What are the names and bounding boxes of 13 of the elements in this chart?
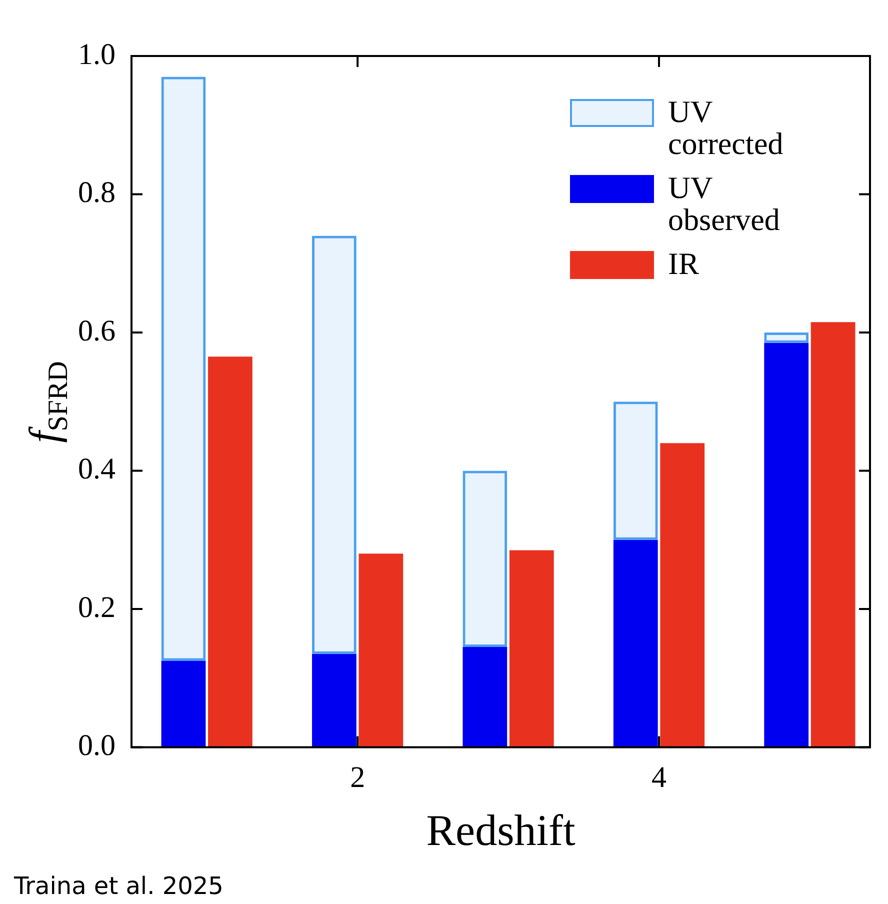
y-tick-label: 0.6: [78, 314, 116, 348]
x-tick-label: 4: [652, 761, 666, 794]
y-tick-label: 0.8: [78, 176, 116, 210]
x-axis-title: Redshift: [426, 806, 576, 856]
text: Traina et al. 2025: [14, 872, 224, 900]
legend-label: IR: [668, 246, 700, 281]
y-tick-label: 0.4: [78, 452, 116, 486]
y-tick-label: 0.2: [78, 590, 116, 624]
y-tick-label: 0.0: [78, 729, 116, 762]
legend-label: UV observed: [668, 170, 781, 237]
y-tick-label: 1.0: [78, 38, 116, 71]
legend-label: UV corrected: [668, 94, 784, 161]
x-tick-label: 2: [350, 761, 366, 794]
